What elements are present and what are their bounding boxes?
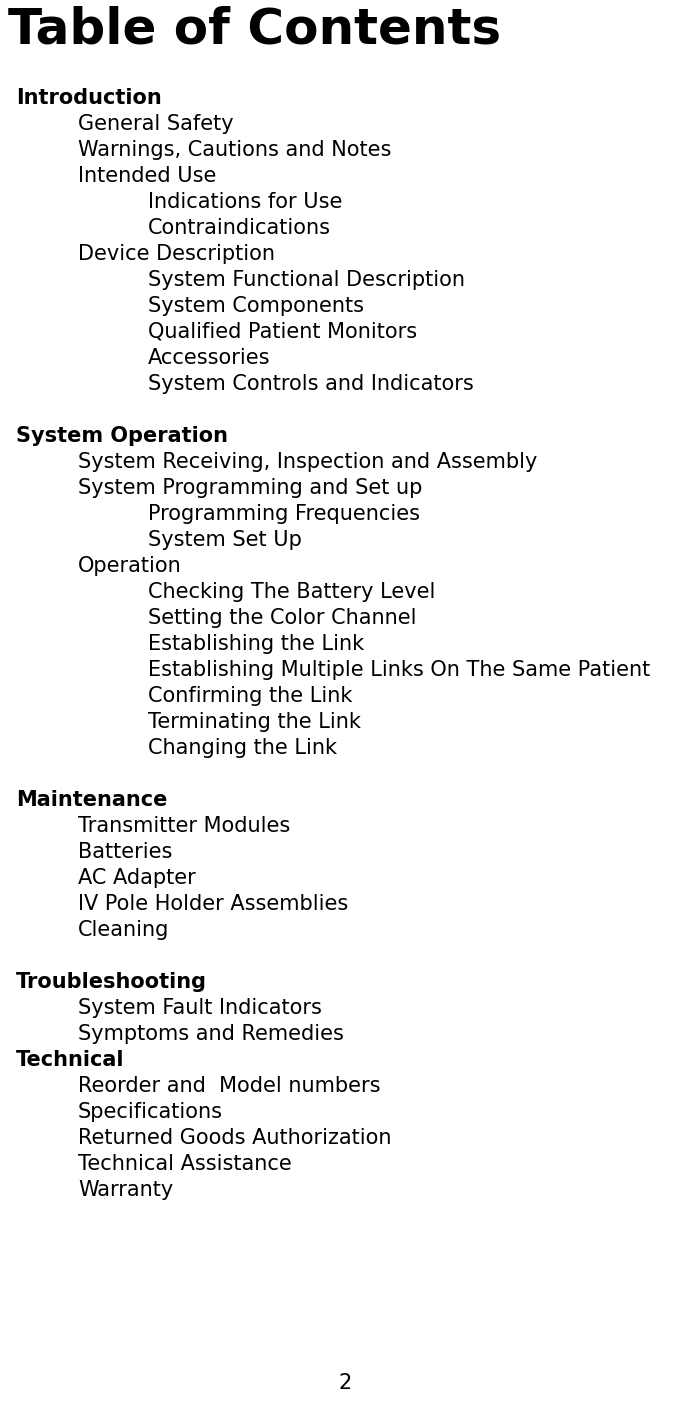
Text: Changing the Link: Changing the Link [148,738,337,758]
Text: Programming Frequencies: Programming Frequencies [148,504,420,524]
Text: General Safety: General Safety [78,114,234,134]
Text: Setting the Color Channel: Setting the Color Channel [148,608,417,628]
Text: Specifications: Specifications [78,1102,223,1122]
Text: Introduction: Introduction [16,87,161,108]
Text: Establishing the Link: Establishing the Link [148,634,364,653]
Text: System Programming and Set up: System Programming and Set up [78,477,422,498]
Text: Transmitter Modules: Transmitter Modules [78,817,290,836]
Text: Checking The Battery Level: Checking The Battery Level [148,582,435,603]
Text: Establishing Multiple Links On The Same Patient: Establishing Multiple Links On The Same … [148,660,650,680]
Text: System Receiving, Inspection and Assembly: System Receiving, Inspection and Assembl… [78,452,538,472]
Text: System Set Up: System Set Up [148,529,302,551]
Text: Confirming the Link: Confirming the Link [148,686,353,705]
Text: Returned Goods Authorization: Returned Goods Authorization [78,1128,391,1148]
Text: System Fault Indicators: System Fault Indicators [78,998,322,1018]
Text: System Controls and Indicators: System Controls and Indicators [148,375,474,394]
Text: Contraindications: Contraindications [148,218,331,238]
Text: Intended Use: Intended Use [78,166,217,186]
Text: IV Pole Holder Assemblies: IV Pole Holder Assemblies [78,894,348,914]
Text: Device Description: Device Description [78,244,275,265]
Text: Terminating the Link: Terminating the Link [148,712,361,732]
Text: Technical Assistance: Technical Assistance [78,1155,292,1174]
Text: Table of Contents: Table of Contents [8,6,501,54]
Text: Qualified Patient Monitors: Qualified Patient Monitors [148,322,417,342]
Text: Symptoms and Remedies: Symptoms and Remedies [78,1024,344,1043]
Text: 2: 2 [338,1373,352,1393]
Text: Maintenance: Maintenance [16,790,168,810]
Text: Warnings, Cautions and Notes: Warnings, Cautions and Notes [78,139,391,161]
Text: Warranty: Warranty [78,1180,173,1200]
Text: Reorder and  Model numbers: Reorder and Model numbers [78,1076,380,1095]
Text: AC Adapter: AC Adapter [78,867,196,888]
Text: Indications for Use: Indications for Use [148,191,342,213]
Text: Accessories: Accessories [148,348,270,367]
Text: Batteries: Batteries [78,842,172,862]
Text: System Functional Description: System Functional Description [148,270,465,290]
Text: Troubleshooting: Troubleshooting [16,972,207,993]
Text: System Operation: System Operation [16,427,228,446]
Text: Cleaning: Cleaning [78,919,169,941]
Text: Operation: Operation [78,556,181,576]
Text: System Components: System Components [148,296,364,315]
Text: Technical: Technical [16,1050,124,1070]
